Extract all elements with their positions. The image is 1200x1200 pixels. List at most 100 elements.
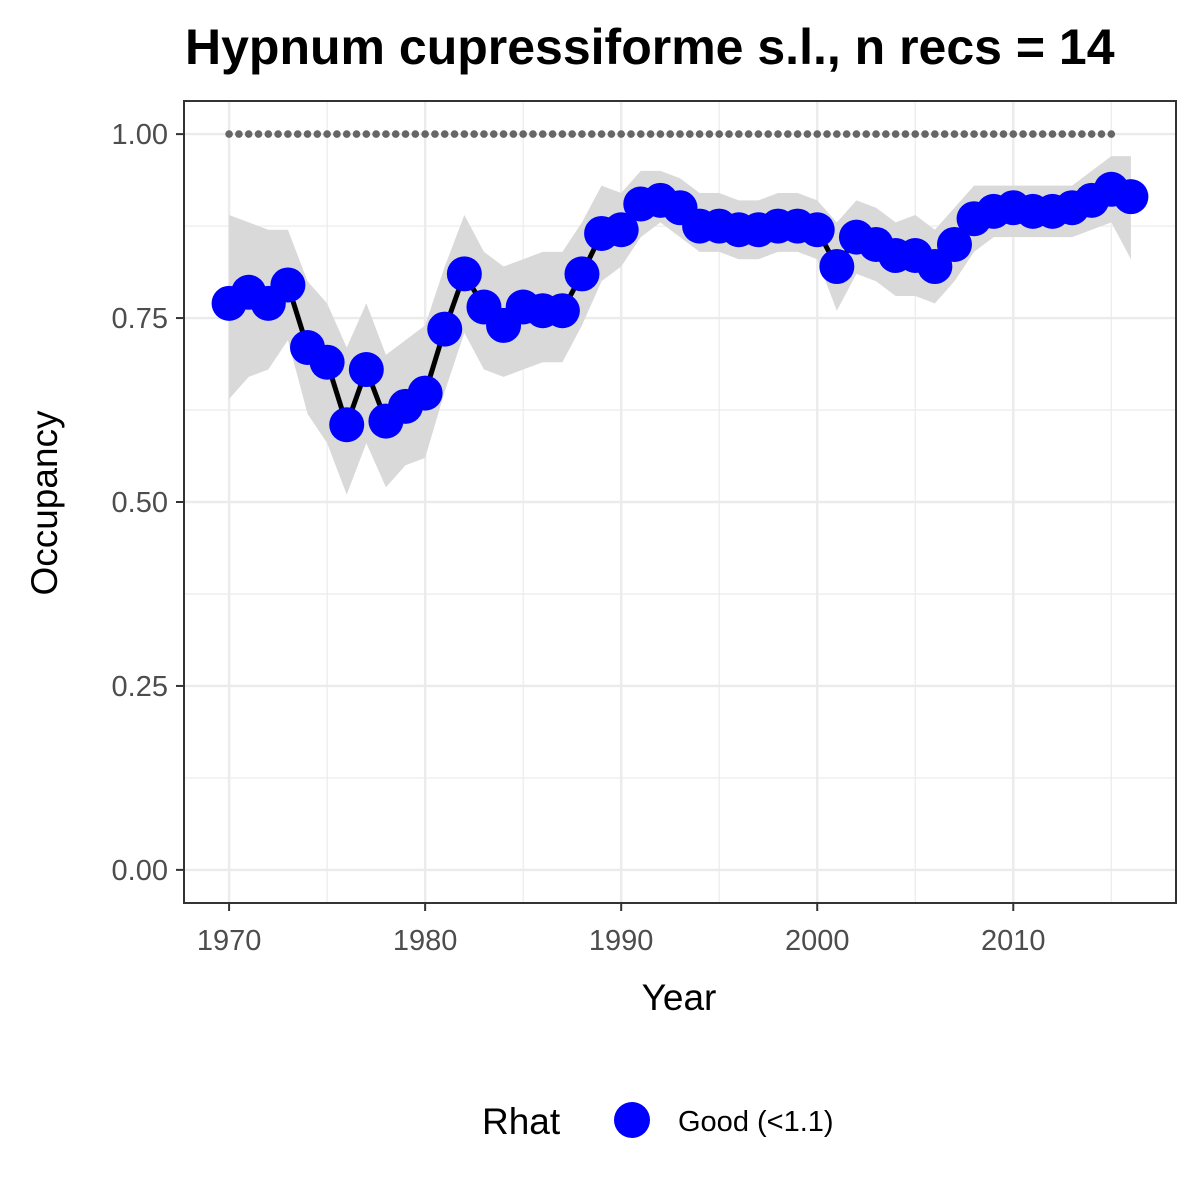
x-tick-label: 1990 [589,925,654,957]
reference-dot [636,130,645,138]
x-tick-label: 1980 [393,925,458,957]
reference-dot [352,130,361,138]
reference-dot [333,130,341,138]
credible-interval-ribbon [229,156,1131,495]
reference-dot [999,130,1008,138]
reference-dot [607,130,616,138]
reference-dot [323,130,331,138]
reference-dot [989,130,998,138]
x-axis: 1970 1980 1990 2000 2010 [197,903,1046,957]
data-point [427,311,463,347]
reference-dot [313,130,322,138]
y-tick-label: 0.75 [112,303,168,335]
data-point [407,375,443,411]
reference-dot [882,130,890,138]
reference-dot [225,130,233,138]
data-point [936,226,972,262]
reference-dot [842,130,851,138]
reference-dot [303,130,312,138]
reference-dot [421,130,429,138]
reference-dot [519,130,527,138]
reference-dot [666,130,674,138]
reference-dot [764,130,773,138]
reference-dot [735,130,743,138]
data-point [1113,179,1149,215]
reference-dot [391,130,400,138]
data-point [329,407,365,443]
reference-dot [784,130,792,138]
reference-dot [980,130,988,138]
reference-dot [1009,130,1018,138]
reference-dot [617,130,625,138]
data-point [348,352,384,388]
reference-dot [695,130,704,138]
reference-dot [833,130,841,138]
data-point [270,267,306,303]
reference-dot [627,130,635,138]
reference-dot [1038,130,1047,138]
reference-dot [568,130,576,138]
reference-dot [646,130,655,138]
reference-dot [264,130,273,138]
reference-dot [244,130,253,138]
reference-dot [1048,130,1057,138]
reference-dot [686,130,694,138]
reference-dot [480,130,488,138]
legend: Rhat Good (<1.1) [482,1101,834,1142]
y-tick-label: 0.25 [112,671,168,703]
data-point [564,256,600,292]
reference-dot [1029,130,1037,138]
x-tick-label: 2000 [785,925,850,957]
reference-dot [558,130,567,138]
data-point [446,256,482,292]
reference-dot [382,130,390,138]
reference-dot [1097,130,1106,138]
data-point [544,293,580,329]
reference-dot [950,130,959,138]
reference-dot [1019,130,1027,138]
reference-dot [862,130,871,138]
reference-dot [823,130,831,138]
reference-dotted-line [225,130,1116,138]
reference-dot [362,130,371,138]
reference-dot [1107,130,1116,138]
reference-dot [342,130,351,138]
x-axis-title: Year [642,977,717,1018]
reference-dot [431,130,439,138]
reference-dot [509,130,518,138]
reference-dot [293,130,302,138]
reference-dot [676,130,684,138]
legend-title: Rhat [482,1101,561,1142]
legend-key-good [614,1102,650,1138]
reference-dot [715,130,724,138]
data-points [211,171,1149,443]
reference-dot [470,130,478,138]
reference-dot [744,130,753,138]
y-axis-title: Occupancy [24,410,65,596]
y-axis: 0.00 0.25 0.50 0.75 1.00 [112,119,184,887]
reference-dot [254,130,263,138]
y-tick-label: 1.00 [112,119,168,151]
reference-dot [548,130,557,138]
reference-dot [372,130,380,138]
reference-dot [440,130,449,138]
reference-dot [940,130,949,138]
y-tick-label: 0.50 [112,487,168,519]
legend-label-good: Good (<1.1) [678,1106,834,1138]
reference-dot [852,130,861,138]
x-tick-label: 1970 [197,925,262,957]
reference-dot [1078,130,1086,138]
y-tick-label: 0.00 [112,855,168,887]
reference-dot [450,130,459,138]
reference-dot [499,130,508,138]
reference-dot [235,130,243,138]
reference-dot [911,130,920,138]
reference-dot [725,130,733,138]
reference-dot [960,130,969,138]
reference-dot [529,130,537,138]
reference-dot [1058,130,1067,138]
reference-dot [754,130,763,138]
reference-dot [656,130,665,138]
